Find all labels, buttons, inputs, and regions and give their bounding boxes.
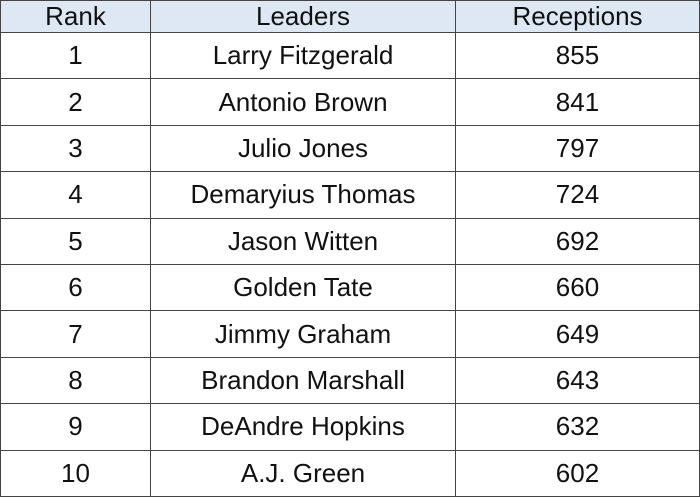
table-cell: Jimmy Graham [150, 310, 456, 358]
table-cell: DeAndre Hopkins [150, 403, 456, 451]
table-cell: 5 [0, 217, 151, 265]
table-cell: 8 [0, 356, 151, 405]
table-row: 6 Golden Tate 660 [0, 263, 700, 312]
header-row: Rank Leaders Receptions [0, 0, 700, 33]
header-cell: Leaders [150, 0, 456, 33]
table-cell: 3 [0, 124, 151, 173]
table-cell: Jason Witten [150, 217, 456, 265]
table-cell: Julio Jones [150, 124, 456, 173]
header-cell: Rank [0, 0, 151, 33]
table-cell: Golden Tate [150, 263, 456, 312]
table-cell: A.J. Green [150, 449, 456, 498]
table-cell: 643 [455, 356, 700, 405]
table-cell: 692 [455, 217, 700, 265]
table-row: 1 Larry Fitzgerald 855 [0, 31, 700, 80]
table-cell: 649 [455, 310, 700, 358]
table-cell: 602 [455, 449, 700, 498]
table-cell: 2 [0, 78, 151, 126]
table-cell: 724 [455, 171, 700, 219]
table-cell: 7 [0, 310, 151, 358]
table-cell: Larry Fitzgerald [150, 31, 456, 80]
table-cell: 1 [0, 31, 151, 80]
header-cell: Receptions [455, 0, 700, 33]
table-row: 3 Julio Jones 797 [0, 124, 700, 173]
table-cell: Demaryius Thomas [150, 171, 456, 219]
table-cell: 632 [455, 403, 700, 451]
table-row: 2 Antonio Brown 841 [0, 78, 700, 126]
table-row: 4 Demaryius Thomas 724 [0, 171, 700, 219]
table-cell: Antonio Brown [150, 78, 456, 126]
table-cell: 10 [0, 449, 151, 498]
table-row: 5 Jason Witten 692 [0, 217, 700, 265]
table-cell: 855 [455, 31, 700, 80]
table-cell: 6 [0, 263, 151, 312]
table-cell: 9 [0, 403, 151, 451]
table-cell: 797 [455, 124, 700, 173]
table-row: 7 Jimmy Graham 649 [0, 310, 700, 358]
table-body: 1 Larry Fitzgerald 855 2 Antonio Brown 841 3 Ju… [0, 31, 700, 498]
table-row: 9 DeAndre Hopkins 632 [0, 403, 700, 451]
table-cell: 841 [455, 78, 700, 126]
table-row: 10 A.J. Green 602 [0, 449, 700, 498]
table-cell: Brandon Marshall [150, 356, 456, 405]
table-row: 8 Brandon Marshall 643 [0, 356, 700, 405]
table-cell: 660 [455, 263, 700, 312]
table-cell: 4 [0, 171, 151, 219]
